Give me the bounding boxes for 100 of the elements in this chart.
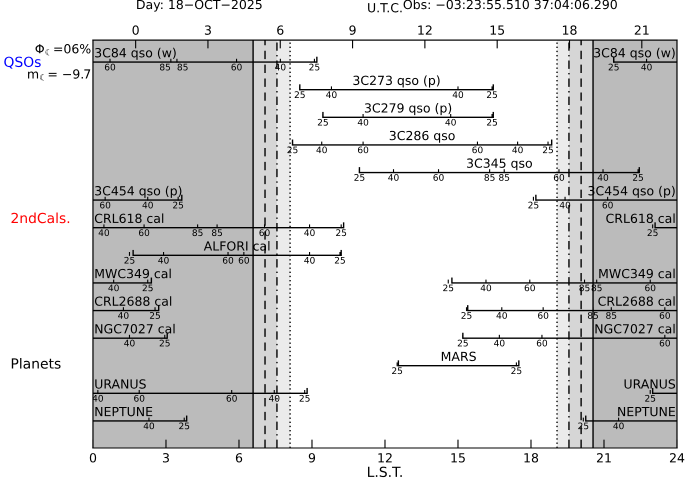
text: QSOs (4, 56, 41, 69)
annotation: 60 (222, 256, 234, 264)
annotation: 25 (318, 118, 328, 126)
text: 2ndCals. (11, 212, 70, 224)
x-axis-title: L.S.T. (368, 466, 402, 478)
annotation: 40 (445, 118, 456, 126)
annotation: 25 (458, 340, 468, 346)
x2-tick-label: 3 (204, 25, 211, 35)
x2-axis-title: U.T.C. (368, 2, 402, 12)
annotation: 85 (499, 174, 510, 181)
annotation: 40 (480, 284, 492, 292)
annotation: 25 (542, 146, 553, 154)
annotation: 40 (496, 312, 507, 319)
category-label: CRL618 cal (606, 213, 675, 224)
annotation: 40 (144, 422, 154, 430)
text: Obs: −03:23:55.510 37:04:06.290 (404, 0, 617, 10)
annotation: 60 (660, 312, 670, 319)
annotation: 25 (287, 146, 298, 154)
x-tick-label: 24 (670, 453, 684, 462)
annotation: 60 (645, 284, 656, 292)
annotation: 60 (358, 146, 368, 154)
annotation: 25 (608, 64, 619, 70)
x2-tick-label: 18 (562, 25, 577, 35)
text: Φ$_{☾}$=06% (36, 44, 91, 56)
y-tick-label: 3C286 qso (390, 130, 455, 143)
annotation: 40 (304, 256, 315, 264)
annotation: 60 (538, 312, 548, 319)
annotation: 25 (160, 340, 170, 346)
annotation: 60 (100, 202, 110, 208)
annotation: 25 (309, 64, 320, 70)
annotation: 60 (231, 64, 242, 70)
annotation: 40 (316, 146, 327, 154)
y-tick-label: 3C273 qso (p) (353, 75, 440, 88)
annotation: 25 (142, 284, 153, 292)
text: m$_{☾}$= −9.7 (28, 69, 90, 81)
y-tick-label: 3C345 qso (467, 158, 532, 170)
annotation: 40 (124, 340, 135, 346)
annotation: 60 (134, 394, 144, 402)
annotation: 40 (108, 284, 119, 292)
y-tick-label: 3C84 qso (w) (95, 48, 176, 60)
annotation: 40 (268, 394, 280, 402)
annotation: 25 (486, 118, 498, 126)
y-tick-label: 3C454 qso (p) (95, 186, 182, 198)
annotation: 60 (660, 340, 670, 346)
x2-tick-label: 21 (634, 25, 649, 35)
annotation: 85 (212, 229, 222, 236)
annotation: 40 (613, 422, 624, 430)
annotation: 25 (124, 256, 134, 264)
annotation: 25 (150, 312, 160, 319)
text: Day: 18−OCT−2025 (137, 0, 262, 12)
annotation: 40 (358, 118, 368, 126)
annotation: 40 (118, 312, 129, 319)
x-tick-label: 21 (596, 453, 611, 462)
x2-tick-label: 6 (277, 25, 284, 35)
annotation: 25 (443, 284, 454, 292)
annotation: 60 (259, 229, 270, 236)
annotation: 25 (336, 229, 346, 236)
y-tick-label: MARS (442, 352, 476, 362)
x-tick-label: 0 (90, 453, 96, 463)
annotation: 25 (486, 91, 498, 98)
y-tick-label: CRL2688 cal (94, 296, 172, 306)
category-label: NGC7027 cal (595, 324, 675, 334)
annotation: 85 (178, 64, 188, 70)
annotation: 60 (138, 229, 150, 236)
annotation: 40 (326, 91, 337, 98)
annotation: 40 (452, 91, 464, 98)
annotation: 60 (536, 340, 548, 346)
y-tick-label: CRL618 cal (94, 213, 164, 224)
x-tick-label: 18 (524, 453, 538, 463)
x2-tick-label: 9 (349, 25, 356, 35)
x-tick-label: 9 (308, 453, 316, 463)
annotation: 25 (392, 367, 402, 374)
category-label: 3C84 qso (w) (594, 48, 675, 60)
annotation: 25 (511, 367, 522, 374)
annotation: 25 (334, 256, 345, 264)
x2-tick-label: 15 (490, 26, 504, 35)
annotation: 40 (512, 146, 523, 154)
annotation: 85 (160, 64, 170, 70)
annotation: 25 (294, 91, 305, 98)
annotation: 40 (304, 229, 315, 236)
category-label: URANUS (624, 379, 676, 389)
annotation: 25 (179, 422, 190, 430)
annotation: 60 (602, 202, 613, 208)
annotation: 25 (354, 174, 364, 181)
annotation: 60 (472, 146, 483, 154)
annotation: 85 (606, 312, 616, 319)
annotation: 60 (104, 64, 116, 70)
annotation: 25 (461, 312, 472, 319)
y-tick-label: MWC349 cal (95, 268, 171, 278)
annotation: 60 (433, 174, 444, 181)
annotation: 40 (494, 340, 504, 346)
annotation: 25 (648, 229, 658, 236)
annotation: 25 (300, 394, 310, 402)
annotation: 85 (484, 174, 495, 181)
x-tick-label: 6 (236, 453, 242, 463)
x-tick-label: 3 (162, 453, 169, 463)
annotation: 25 (528, 202, 538, 208)
y-tick-label: NEPTUNE (95, 407, 152, 416)
y-tick-label: 3C279 qso (p) (364, 103, 452, 116)
x2-tick-label: 12 (418, 25, 432, 35)
